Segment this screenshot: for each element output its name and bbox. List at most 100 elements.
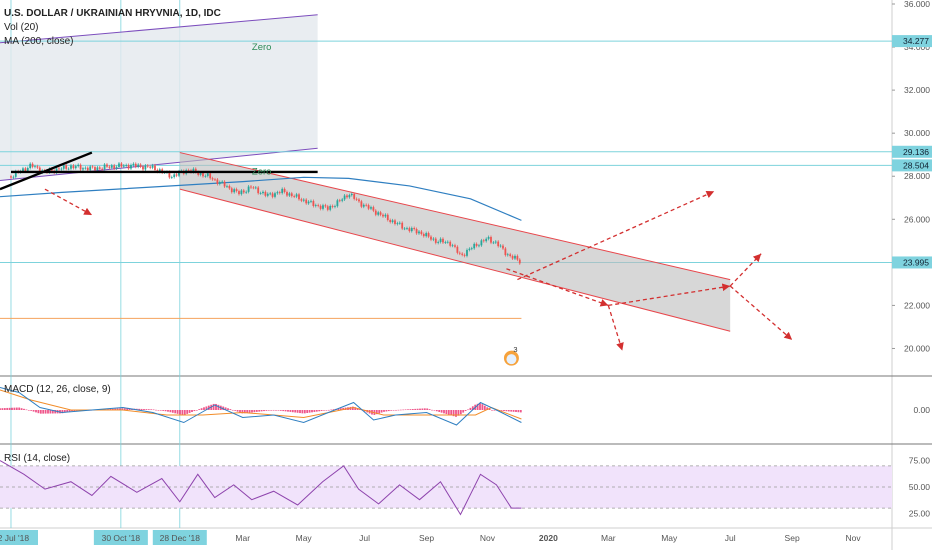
macd-histogram-bar xyxy=(193,410,196,412)
macd-histogram-bar xyxy=(255,410,258,412)
macd-histogram-bar xyxy=(351,406,354,410)
macd-histogram-bar xyxy=(481,404,484,410)
macd-histogram-bar xyxy=(277,410,280,411)
macd-histogram-bar xyxy=(126,408,129,410)
macd-histogram-bar xyxy=(143,409,145,410)
candle-body xyxy=(468,248,471,250)
candle-body xyxy=(103,164,106,170)
candle-body xyxy=(204,175,207,177)
macd-histogram-bar xyxy=(71,410,73,412)
candle-body xyxy=(235,189,238,192)
price-level-badge xyxy=(892,256,932,269)
macd-histogram-bar xyxy=(217,404,220,410)
candle-body xyxy=(38,167,41,173)
time-axis-label: 28 Dec '18 xyxy=(160,533,201,543)
macd-histogram-bar xyxy=(246,410,249,413)
candle-body xyxy=(398,222,401,224)
candle-body xyxy=(370,207,372,209)
macd-histogram-bar xyxy=(30,410,33,411)
candle-body xyxy=(149,166,152,168)
candle-body xyxy=(511,255,514,259)
macd-histogram-bar xyxy=(421,408,424,410)
projection-arrow xyxy=(607,305,624,351)
macd-histogram-bar xyxy=(457,410,460,416)
macd-histogram-bar xyxy=(186,410,189,414)
macd-histogram-bar xyxy=(231,409,234,411)
price-level-badge-label: 23.995 xyxy=(903,257,929,267)
price-level-badge xyxy=(892,159,932,172)
macd-histogram-bar xyxy=(464,410,467,412)
macd-histogram-bar xyxy=(138,408,141,410)
candle-body xyxy=(276,192,279,194)
macd-histogram-bar xyxy=(435,410,438,412)
price-level-badge-label: 28.504 xyxy=(903,160,929,170)
volume-indicator-label[interactable]: Vol (20) xyxy=(4,22,39,33)
level-note-label: Zero xyxy=(252,166,272,177)
macd-histogram-bar xyxy=(171,410,174,413)
candle-body xyxy=(322,205,324,209)
macd-histogram-bar xyxy=(224,407,227,410)
candle-body xyxy=(475,243,478,246)
upper-channel-fill xyxy=(0,14,318,181)
macd-histogram-bar xyxy=(488,408,491,410)
candle-body xyxy=(290,193,293,197)
macd-histogram-bar xyxy=(61,410,64,414)
candle-body xyxy=(358,199,360,202)
ma-indicator-label[interactable]: MA (200, close) xyxy=(4,36,74,47)
candle-body xyxy=(209,173,212,179)
candle-body xyxy=(355,198,358,200)
candle-body xyxy=(295,194,298,197)
candle-body xyxy=(367,205,370,209)
candle-body xyxy=(94,167,96,171)
candle-body xyxy=(206,173,209,176)
rsi-axis-label: 25.00 xyxy=(909,508,931,518)
candle-body xyxy=(12,176,15,178)
macd-histogram-bar xyxy=(390,410,393,411)
candle-body xyxy=(187,170,190,171)
macd-histogram-bar xyxy=(503,410,505,412)
candle-body xyxy=(91,166,94,168)
macd-histogram-bar xyxy=(402,409,405,411)
macd-histogram-bar xyxy=(183,410,186,415)
candle-body xyxy=(439,238,442,242)
candle-body xyxy=(218,182,221,184)
macd-histogram-bar xyxy=(303,410,306,414)
macd-histogram-bar xyxy=(426,408,429,410)
macd-histogram-bar xyxy=(375,410,378,415)
candle-body xyxy=(307,201,310,204)
macd-indicator-label[interactable]: MACD (12, 26, close, 9) xyxy=(4,384,111,395)
macd-histogram-bar xyxy=(20,408,23,410)
candle-body xyxy=(506,254,509,256)
candle-body xyxy=(324,205,327,207)
macd-histogram-bar xyxy=(323,410,325,411)
candle-body xyxy=(278,192,281,194)
candle-body xyxy=(29,163,32,169)
candle-body xyxy=(175,174,178,176)
descending-channel-upper xyxy=(179,152,731,281)
macd-histogram-bar xyxy=(294,410,297,413)
macd-histogram-bar xyxy=(0,408,1,410)
candle-body xyxy=(312,200,315,206)
rsi-indicator-label[interactable]: RSI (14, close) xyxy=(4,453,71,464)
macd-axis-label: 0.00 xyxy=(913,405,930,415)
macd-histogram-bar xyxy=(452,410,455,417)
candle-body xyxy=(334,206,336,207)
macd-histogram-bar xyxy=(263,410,265,412)
time-axis-label: 12 Jul '18 xyxy=(0,533,29,543)
macd-histogram-bar xyxy=(397,409,400,411)
candle-body xyxy=(389,220,392,223)
macd-histogram-bar xyxy=(311,410,313,413)
candle-body xyxy=(137,164,140,167)
candle-body xyxy=(281,188,284,194)
macd-histogram-bar xyxy=(299,410,301,414)
macd-histogram-bar xyxy=(205,406,208,410)
macd-histogram-bar xyxy=(287,410,289,412)
candle-body xyxy=(77,164,80,167)
macd-histogram-bar xyxy=(392,410,395,411)
candle-body xyxy=(132,163,135,166)
candle-body xyxy=(127,165,130,169)
macd-histogram-bar xyxy=(37,410,40,414)
macd-histogram-bar xyxy=(147,409,150,410)
candle-body xyxy=(415,229,418,234)
